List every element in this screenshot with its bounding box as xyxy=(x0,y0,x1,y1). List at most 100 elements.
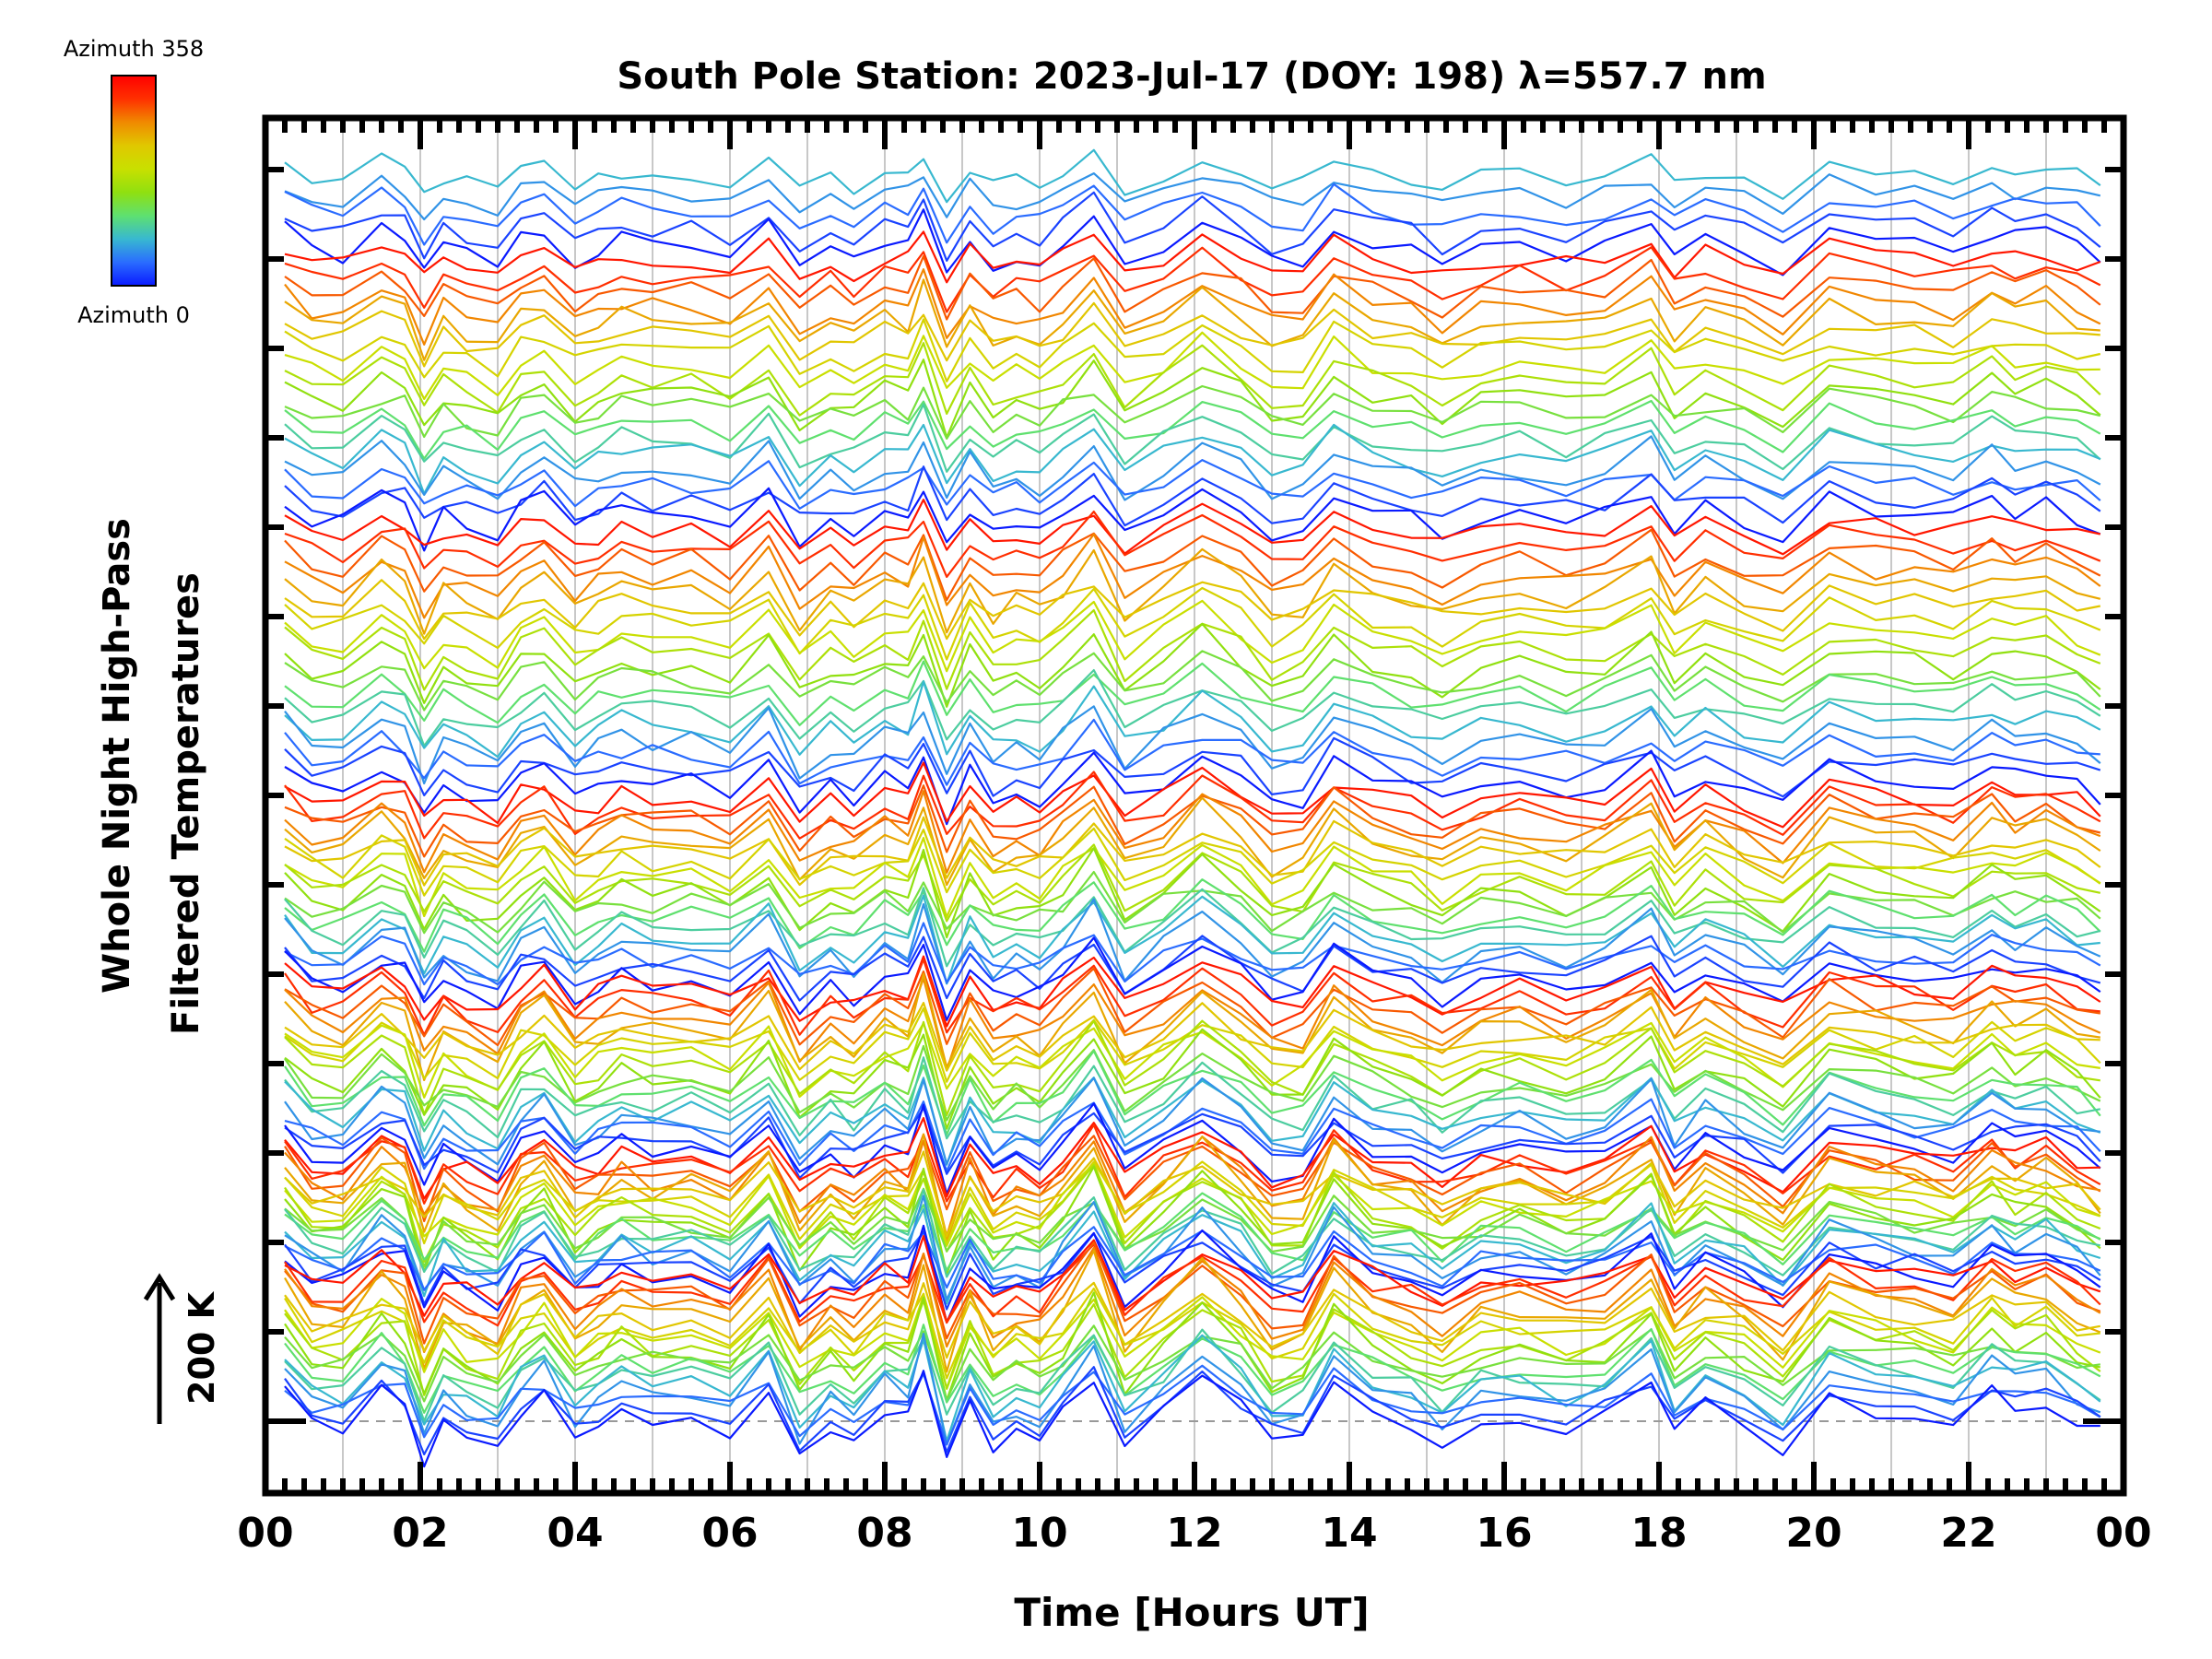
scale-arrow-head-icon xyxy=(143,1273,176,1301)
x-tick-label: 18 xyxy=(1630,1510,1687,1557)
series-line xyxy=(284,423,2101,495)
series-line xyxy=(284,1133,2101,1241)
series-line xyxy=(284,1333,2101,1446)
series-line xyxy=(284,1102,2101,1195)
series-line xyxy=(284,499,2101,556)
series-line xyxy=(284,622,2101,708)
series-line xyxy=(284,1192,2101,1272)
y-axis-title-line1: Whole Night High-Pass xyxy=(96,518,138,994)
series-line xyxy=(284,459,2101,510)
series-line xyxy=(284,1117,2100,1200)
series-line xyxy=(284,761,2101,829)
series-lines xyxy=(284,148,2101,1468)
x-tick-label: 16 xyxy=(1476,1510,1532,1557)
series-line xyxy=(284,1163,2101,1263)
series-line xyxy=(284,318,2101,382)
series-line xyxy=(284,487,2101,552)
series-line xyxy=(284,922,2101,986)
series-line xyxy=(284,599,2101,673)
series-line xyxy=(284,403,2101,473)
series-line xyxy=(284,790,2101,874)
series-line xyxy=(284,736,2101,798)
series-line xyxy=(284,1328,2101,1422)
x-tick-label: 20 xyxy=(1785,1510,1841,1557)
series-line xyxy=(284,230,2101,284)
series-line xyxy=(284,1241,2101,1345)
x-tick-label: 08 xyxy=(856,1510,912,1557)
series-line xyxy=(284,1021,2100,1099)
series-line xyxy=(284,191,2101,262)
series-line xyxy=(284,650,2101,712)
series-line xyxy=(284,1294,2101,1390)
series-line xyxy=(284,182,2101,246)
series-line xyxy=(284,680,2101,759)
series-line xyxy=(284,955,2101,1028)
x-tick-label: 22 xyxy=(1940,1510,1996,1557)
series-line xyxy=(284,547,2101,635)
series-line xyxy=(284,1194,2101,1301)
x-tick-label: 00 xyxy=(2095,1510,2151,1557)
series-line xyxy=(284,977,2101,1072)
series-line xyxy=(284,331,2100,400)
series-line xyxy=(284,749,2101,826)
x-tick-label: 06 xyxy=(701,1510,758,1557)
x-tick-label: 02 xyxy=(392,1510,448,1557)
series-line xyxy=(284,1370,2100,1468)
series-line xyxy=(284,1187,2101,1268)
series-line xyxy=(284,847,2101,939)
series-line xyxy=(284,1135,2100,1238)
scale-bar: 200 K xyxy=(143,1273,222,1424)
series-line xyxy=(284,935,2101,1002)
series-line xyxy=(284,1135,2101,1223)
series-line xyxy=(284,1077,2100,1166)
series-line xyxy=(284,669,2101,747)
colorbar xyxy=(111,75,157,287)
colorbar-min-label: Azimuth 0 xyxy=(77,302,190,328)
series-line xyxy=(284,1044,2101,1122)
series-line xyxy=(284,1281,2101,1359)
colorbar-legend: Azimuth 358 Azimuth 0 xyxy=(64,36,204,328)
series-line xyxy=(284,796,2101,887)
x-axis-title: Time [Hours UT] xyxy=(1014,1590,1369,1635)
x-tick-label: 10 xyxy=(1011,1510,1067,1557)
series-line xyxy=(284,148,2101,204)
series-line xyxy=(284,384,2101,440)
series-line xyxy=(284,894,2100,985)
series-line xyxy=(284,511,2101,578)
series-line xyxy=(284,528,2101,602)
series-line xyxy=(284,278,2100,361)
chart-title: South Pole Station: 2023-Jul-17 (DOY: 19… xyxy=(617,55,1766,98)
series-line xyxy=(284,1246,2101,1353)
series-line xyxy=(284,871,2101,935)
series-line xyxy=(284,254,2101,321)
series-line xyxy=(284,1249,2101,1373)
series-line xyxy=(284,878,2101,953)
series-line xyxy=(284,771,2101,840)
series-line xyxy=(284,1002,2100,1072)
series-line xyxy=(284,465,2101,527)
y-axis-title-line2: Filtered Temperatures xyxy=(165,572,207,1035)
series-line xyxy=(284,827,2101,897)
series-line xyxy=(284,1324,2100,1403)
series-line xyxy=(284,579,2101,641)
series-line xyxy=(284,1334,2101,1442)
x-tick-labels: 00 02 04 06 08 10 12 14 16 18 20 22 00 xyxy=(237,1510,2151,1557)
series-line xyxy=(284,1366,2101,1456)
series-line xyxy=(284,784,2101,858)
x-tick-label: 14 xyxy=(1321,1510,1377,1557)
series-line xyxy=(284,609,2101,691)
series-line xyxy=(284,705,2101,785)
series-line xyxy=(284,1226,2101,1291)
series-line xyxy=(284,1098,2101,1172)
series-line xyxy=(284,342,2101,417)
x-tick-label: 00 xyxy=(237,1510,293,1557)
series-line xyxy=(284,1162,2101,1250)
series-line xyxy=(284,586,2101,661)
series-line xyxy=(284,399,2101,460)
x-tick-label: 12 xyxy=(1166,1510,1222,1557)
series-line xyxy=(284,359,2101,439)
series-line xyxy=(284,208,2101,276)
series-line xyxy=(284,1028,2101,1130)
series-line xyxy=(284,843,2101,923)
